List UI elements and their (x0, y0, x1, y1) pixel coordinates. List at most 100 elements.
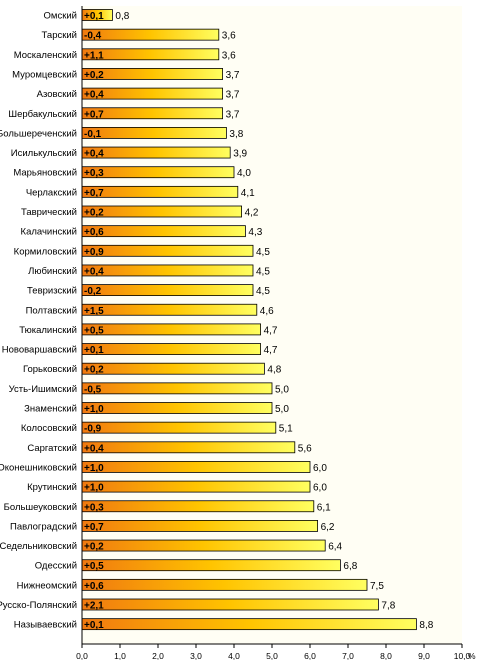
x-tick-label: 6,0 (304, 651, 316, 661)
bar-group: Нововаршавский +0,1 4,7 (2, 343, 278, 356)
category-label: Нижнеомский (17, 580, 77, 591)
bar-group: Кормиловский +0,9 4,5 (14, 244, 270, 258)
bar-group: Знаменский +1,0 5,0 (24, 402, 289, 415)
change-label: +0,3 (84, 168, 104, 179)
bar-group: Черлакский +0,7 4,1 (26, 185, 255, 199)
value-label: 5,0 (275, 384, 289, 395)
value-label: 5,1 (279, 424, 293, 435)
change-label: +1,0 (84, 463, 104, 474)
bar-group: Омский +0,1 0,8 (44, 9, 130, 22)
change-label: +0,1 (84, 345, 104, 356)
category-label: Тевризский (27, 286, 77, 297)
category-label: Седельниковский (0, 541, 77, 552)
bar (81, 421, 277, 434)
bar-group: Павлоградский +0,7 6,2 (10, 520, 335, 533)
value-label: 6,0 (313, 463, 327, 474)
category-label: Большереченский (0, 128, 77, 139)
value-label: 5,0 (275, 404, 289, 415)
value-label: 6,4 (328, 542, 342, 553)
bar (81, 480, 311, 493)
bar (81, 303, 258, 316)
category-label: Крутинский (27, 482, 77, 493)
bar-group: Одесский +0,5 6,8 (35, 559, 358, 572)
bar (81, 539, 326, 552)
change-label: +0,5 (84, 561, 104, 572)
value-label: 6,2 (321, 522, 335, 533)
value-label: 4,5 (256, 247, 270, 258)
bar (81, 559, 341, 572)
value-label: 4,5 (256, 266, 270, 277)
bar-group: Азовский +0,4 3,7 (37, 87, 240, 101)
value-label: 3,7 (226, 90, 240, 101)
bar-group: Шербакульский +0,7 3,7 (8, 107, 240, 120)
bar (81, 618, 417, 631)
change-label: +0,7 (84, 188, 104, 199)
change-label: +1,1 (84, 50, 104, 61)
category-label: Муромцевский (12, 69, 77, 80)
bar (81, 284, 254, 297)
x-axis-unit: % (468, 651, 476, 661)
bar-group: Таврический +0,2 4,2 (21, 205, 259, 219)
category-label: Называевский (14, 620, 77, 631)
change-label: +0,1 (84, 620, 104, 631)
value-label: 4,3 (248, 227, 262, 238)
change-label: +0,2 (84, 208, 104, 219)
value-label: 3,6 (222, 50, 236, 61)
change-label: -0,5 (84, 384, 102, 395)
bar-group: Большеуковский +0,3 6,1 (4, 500, 331, 513)
bar (81, 598, 379, 611)
bar-group: Марьяновский +0,3 4,0 (13, 166, 251, 179)
bar-group: Исилькульский +0,4 3,9 (11, 146, 248, 160)
change-label: +1,0 (84, 483, 104, 494)
bar (81, 343, 262, 355)
category-label: Таврический (21, 207, 77, 218)
change-label: +0,3 (84, 502, 104, 513)
category-label: Черлакский (26, 187, 77, 198)
value-label: 5,6 (298, 443, 312, 454)
bar-group: Нижнеомский +0,6 7,5 (17, 578, 384, 592)
value-label: 3,9 (233, 149, 247, 160)
category-label: Марьяновский (13, 168, 77, 179)
x-tick-label: 9,0 (418, 651, 430, 661)
category-label: Азовский (37, 89, 77, 100)
bar-group: Называевский +0,1 8,8 (14, 618, 434, 631)
change-label: +0,5 (84, 325, 104, 336)
category-label: Русско-Полянский (0, 600, 77, 611)
change-label: +0,2 (84, 542, 104, 553)
category-label: Шербакульский (8, 109, 77, 120)
value-label: 8,8 (419, 620, 433, 631)
change-label: +0,6 (84, 581, 104, 592)
category-label: Омский (44, 11, 77, 22)
change-label: +0,1 (84, 11, 104, 22)
value-label: 4,6 (260, 306, 274, 317)
bar-group: Крутинский +1,0 6,0 (27, 480, 327, 494)
category-label: Колосовский (21, 423, 77, 434)
value-label: 7,5 (370, 581, 384, 592)
category-label: Любинский (28, 266, 77, 277)
bar-group: Русско-Полянский +2,1 7,8 (0, 598, 396, 612)
category-label: Саргатский (27, 443, 77, 454)
x-tick-label: 0,0 (76, 651, 88, 661)
category-label: Тюкалинский (19, 325, 77, 336)
bar (81, 402, 273, 414)
change-label: +1,5 (84, 306, 104, 317)
change-label: +1,0 (84, 404, 104, 415)
x-tick-label: 7,0 (342, 651, 354, 661)
bar (81, 323, 262, 336)
bar (81, 146, 231, 159)
bar (81, 362, 265, 375)
category-label: Полтавский (26, 305, 77, 316)
x-tick-label: 3,0 (190, 651, 202, 661)
change-label: +0,6 (84, 227, 104, 238)
change-label: +0,4 (84, 266, 104, 277)
change-label: -0,9 (84, 424, 102, 435)
value-label: 4,7 (264, 325, 278, 336)
bar (81, 382, 273, 395)
category-label: Нововаршавский (2, 345, 77, 356)
change-label: +2,1 (84, 601, 104, 612)
bar-group: Седельниковский +0,2 6,4 (0, 539, 343, 553)
value-label: 4,0 (237, 168, 251, 179)
value-label: 4,1 (241, 188, 255, 199)
category-label: Одесский (35, 561, 77, 572)
